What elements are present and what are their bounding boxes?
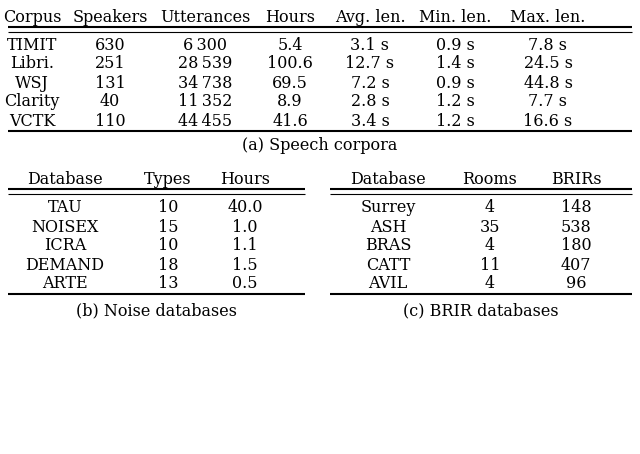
Text: Hours: Hours [265, 10, 315, 26]
Text: Types: Types [144, 172, 192, 188]
Text: CATT: CATT [366, 257, 410, 273]
Text: Database: Database [27, 172, 103, 188]
Text: 6 300: 6 300 [183, 36, 227, 54]
Text: 44 455: 44 455 [178, 113, 232, 129]
Text: 35: 35 [480, 218, 500, 236]
Text: 630: 630 [95, 36, 125, 54]
Text: 5.4: 5.4 [277, 36, 303, 54]
Text: BRIRs: BRIRs [550, 172, 602, 188]
Text: Rooms: Rooms [463, 172, 517, 188]
Text: 28 539: 28 539 [178, 55, 232, 73]
Text: (b) Noise databases: (b) Noise databases [76, 302, 237, 320]
Text: Libri.: Libri. [10, 55, 54, 73]
Text: 538: 538 [561, 218, 591, 236]
Text: 3.1 s: 3.1 s [351, 36, 390, 54]
Text: Utterances: Utterances [160, 10, 250, 26]
Text: 16.6 s: 16.6 s [524, 113, 573, 129]
Text: 15: 15 [157, 218, 179, 236]
Text: 7.2 s: 7.2 s [351, 74, 389, 92]
Text: 11 352: 11 352 [178, 94, 232, 110]
Text: TIMIT: TIMIT [7, 36, 57, 54]
Text: 69.5: 69.5 [272, 74, 308, 92]
Text: 40.0: 40.0 [227, 199, 263, 217]
Text: AVIL: AVIL [369, 276, 408, 292]
Text: Surrey: Surrey [360, 199, 416, 217]
Text: 10: 10 [158, 237, 178, 255]
Text: Avg. len.: Avg. len. [335, 10, 405, 26]
Text: 96: 96 [566, 276, 586, 292]
Text: 407: 407 [561, 257, 591, 273]
Text: 1.4 s: 1.4 s [436, 55, 474, 73]
Text: 110: 110 [95, 113, 125, 129]
Text: (a) Speech corpora: (a) Speech corpora [243, 138, 397, 154]
Text: 3.4 s: 3.4 s [351, 113, 389, 129]
Text: 148: 148 [561, 199, 591, 217]
Text: Speakers: Speakers [72, 10, 148, 26]
Text: 7.7 s: 7.7 s [529, 94, 568, 110]
Text: 1.2 s: 1.2 s [436, 94, 474, 110]
Text: Min. len.: Min. len. [419, 10, 491, 26]
Text: 7.8 s: 7.8 s [529, 36, 568, 54]
Text: DEMAND: DEMAND [26, 257, 104, 273]
Text: 1.2 s: 1.2 s [436, 113, 474, 129]
Text: WSJ: WSJ [15, 74, 49, 92]
Text: 100.6: 100.6 [267, 55, 313, 73]
Text: VCTK: VCTK [9, 113, 55, 129]
Text: 2.8 s: 2.8 s [351, 94, 389, 110]
Text: 4: 4 [485, 199, 495, 217]
Text: 13: 13 [157, 276, 179, 292]
Text: 4: 4 [485, 276, 495, 292]
Text: 4: 4 [485, 237, 495, 255]
Text: 1.1: 1.1 [232, 237, 258, 255]
Text: 12.7 s: 12.7 s [346, 55, 395, 73]
Text: 34 738: 34 738 [178, 74, 232, 92]
Text: Max. len.: Max. len. [510, 10, 586, 26]
Text: 180: 180 [561, 237, 591, 255]
Text: ICRA: ICRA [44, 237, 86, 255]
Text: 41.6: 41.6 [272, 113, 308, 129]
Text: 131: 131 [95, 74, 125, 92]
Text: 0.9 s: 0.9 s [436, 74, 474, 92]
Text: 40: 40 [100, 94, 120, 110]
Text: 44.8 s: 44.8 s [524, 74, 573, 92]
Text: TAU: TAU [47, 199, 83, 217]
Text: 24.5 s: 24.5 s [524, 55, 573, 73]
Text: 8.9: 8.9 [277, 94, 303, 110]
Text: Database: Database [350, 172, 426, 188]
Text: 0.5: 0.5 [232, 276, 258, 292]
Text: 18: 18 [157, 257, 179, 273]
Text: 1.5: 1.5 [232, 257, 258, 273]
Text: ASH: ASH [370, 218, 406, 236]
Text: 0.9 s: 0.9 s [436, 36, 474, 54]
Text: ARTE: ARTE [42, 276, 88, 292]
Text: 1.0: 1.0 [232, 218, 258, 236]
Text: 251: 251 [95, 55, 125, 73]
Text: Hours: Hours [220, 172, 270, 188]
Text: NOISEX: NOISEX [31, 218, 99, 236]
Text: BRAS: BRAS [365, 237, 411, 255]
Text: 10: 10 [158, 199, 178, 217]
Text: Corpus: Corpus [3, 10, 61, 26]
Text: Clarity: Clarity [4, 94, 60, 110]
Text: (c) BRIR databases: (c) BRIR databases [403, 302, 559, 320]
Text: 11: 11 [480, 257, 500, 273]
